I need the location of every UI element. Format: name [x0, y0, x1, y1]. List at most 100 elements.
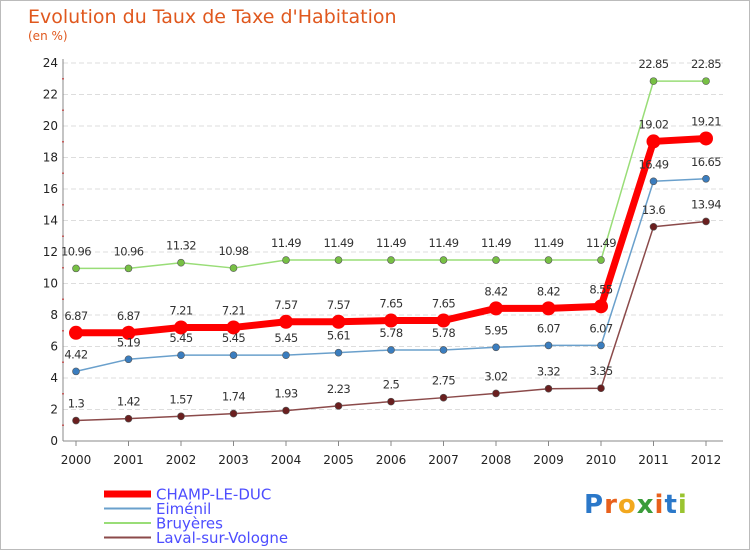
data-point	[646, 134, 661, 149]
y-tick-label: 16	[43, 182, 58, 196]
data-point	[387, 256, 395, 264]
data-label: 1.74	[222, 390, 245, 404]
data-point	[439, 393, 448, 402]
y-tick-label: 10	[43, 277, 58, 291]
data-label: 5.78	[432, 326, 455, 340]
data-label: 11.49	[481, 236, 511, 250]
data-point	[282, 256, 290, 264]
data-point	[174, 320, 188, 335]
data-label: 7.57	[274, 298, 297, 312]
data-label: 5.45	[169, 331, 192, 345]
data-point	[334, 256, 343, 264]
x-tick-label: 2012	[691, 453, 722, 467]
data-label: 6.07	[589, 321, 612, 335]
series-laval-sur-vologne	[72, 217, 710, 425]
data-label: 13.94	[691, 197, 721, 211]
data-point	[69, 325, 83, 340]
data-label: 16.65	[691, 155, 721, 169]
logo-letter: P	[584, 490, 605, 520]
data-label: 5.19	[117, 335, 140, 349]
logo-letter: i	[677, 490, 688, 520]
data-label: 1.57	[169, 392, 192, 406]
data-label: 3.32	[537, 365, 560, 379]
data-label: 10.96	[61, 244, 91, 258]
data-point	[177, 351, 185, 359]
data-point	[594, 299, 608, 314]
data-point	[121, 325, 136, 340]
data-label: 7.21	[169, 303, 192, 317]
y-tick-label: 2	[50, 403, 58, 417]
data-point	[439, 346, 448, 354]
data-label: 10.98	[219, 244, 249, 258]
x-tick-label: 2008	[481, 453, 512, 467]
legend-label: Laval-sur-Vologne	[156, 529, 288, 547]
data-label: 7.57	[327, 298, 350, 312]
data-label: 11.49	[271, 236, 301, 250]
data-point	[331, 314, 346, 329]
data-label: 1.93	[274, 387, 297, 401]
data-label: 10.96	[114, 244, 144, 258]
chart-title: Evolution du Taux de Taxe d'Habitation	[28, 6, 397, 28]
logo-letter: x	[636, 490, 655, 520]
logo-letter: t	[664, 490, 678, 520]
chart-subtitle: (en %)	[28, 29, 68, 43]
y-tick-label: 4	[50, 371, 58, 385]
y-tick-label: 14	[43, 214, 58, 228]
data-label: 5.95	[484, 323, 507, 337]
data-label: 11.49	[534, 236, 564, 250]
data-label: 8.55	[589, 282, 612, 296]
data-point	[384, 313, 398, 328]
x-tick-label: 2009	[533, 453, 564, 467]
data-point	[702, 77, 710, 85]
data-point	[492, 389, 500, 398]
data-label: 7.21	[222, 303, 245, 317]
x-tick-label: 2011	[638, 453, 669, 467]
series-champ-le-duc	[69, 131, 713, 340]
data-label: 3.35	[589, 364, 612, 378]
data-point	[387, 397, 395, 406]
data-point	[72, 416, 80, 425]
data-point	[597, 384, 605, 393]
data-point	[72, 264, 80, 273]
y-tick-label: 20	[43, 119, 58, 133]
logo-letter: i	[654, 490, 665, 520]
data-label: 2.23	[327, 382, 350, 396]
y-tick-label: 8	[50, 308, 58, 322]
data-point	[541, 301, 556, 316]
data-point	[334, 348, 343, 357]
y-tick-label: 24	[43, 56, 58, 70]
data-point	[229, 351, 238, 359]
data-label: 1.42	[117, 395, 140, 409]
y-tick-label: 0	[50, 434, 58, 448]
data-point	[702, 174, 710, 183]
x-tick-label: 2002	[166, 453, 197, 467]
data-point	[124, 264, 133, 273]
data-point	[649, 177, 658, 186]
data-point	[597, 256, 605, 264]
data-label: 4.42	[64, 347, 87, 361]
data-point	[439, 256, 448, 264]
data-label: 7.65	[379, 297, 402, 311]
data-label: 2.5	[383, 378, 400, 392]
data-label: 5.45	[222, 331, 245, 345]
legend-label: CHAMP-LE-DUC	[156, 486, 271, 504]
series-eim-nil	[72, 174, 710, 376]
y-tick-label: 6	[50, 340, 58, 354]
data-point	[72, 367, 80, 376]
data-label: 22.85	[639, 57, 669, 71]
legend-label: Bruyères	[156, 515, 223, 533]
data-label: 8.42	[537, 284, 560, 298]
data-label: 6.07	[537, 321, 560, 335]
data-point	[229, 409, 238, 418]
data-point	[436, 313, 451, 328]
data-point	[334, 402, 343, 410]
data-label: 16.49	[639, 157, 669, 171]
x-tick-label: 2004	[271, 453, 302, 467]
data-label: 6.87	[117, 309, 140, 323]
data-point	[282, 406, 290, 415]
data-point	[124, 414, 133, 423]
data-label: 5.61	[327, 329, 350, 343]
x-tick-label: 2003	[218, 453, 249, 467]
data-point	[544, 256, 553, 264]
